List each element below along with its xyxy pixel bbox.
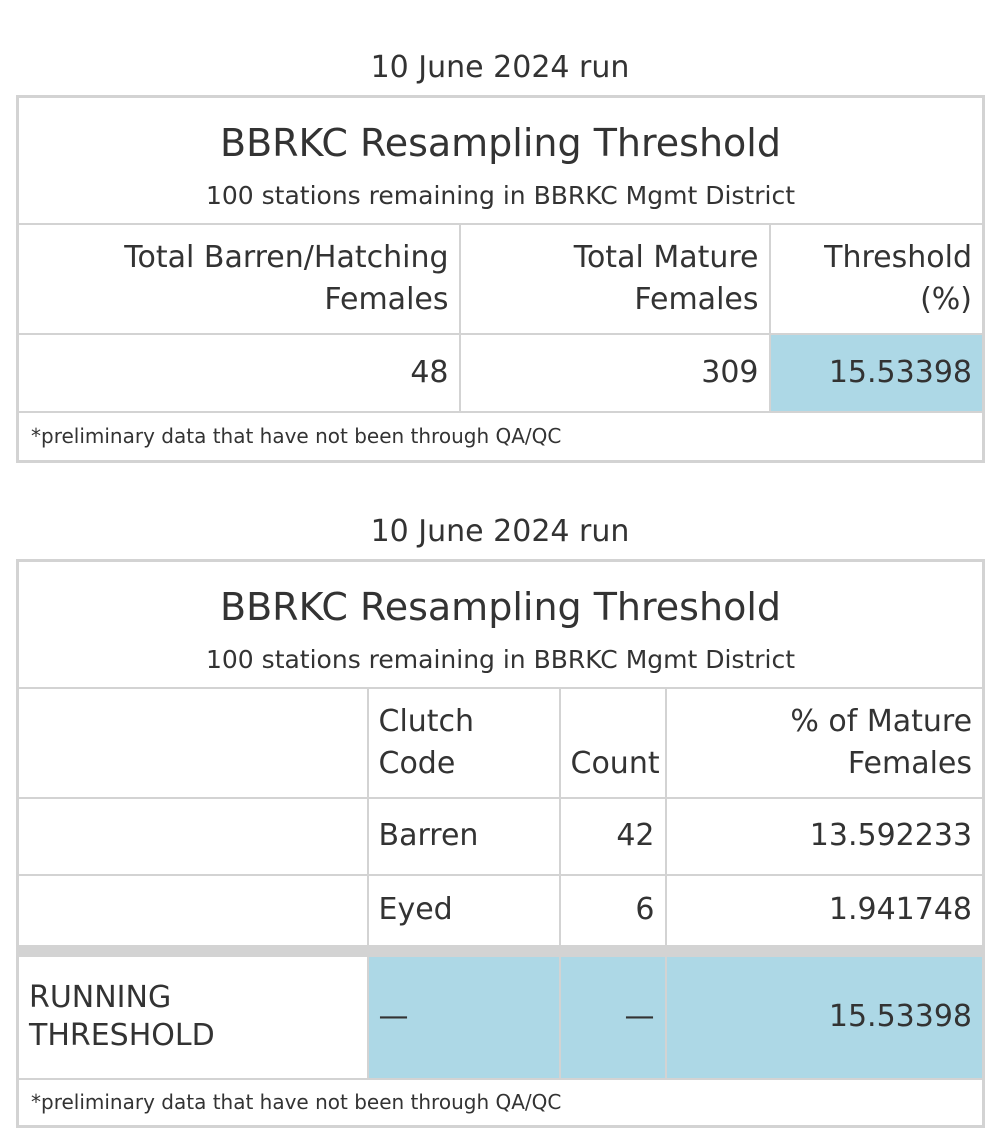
table2-header-clutch-code: Clutch Code	[366, 686, 561, 799]
table2-header-count: Count	[558, 686, 667, 799]
table1-caption: 10 June 2024 run	[370, 50, 630, 85]
table2-title: BBRKC Resampling Threshold	[16, 559, 985, 639]
table1-header-mature: Total Mature Females	[458, 222, 771, 335]
table1-header-threshold: Threshold (%)	[768, 222, 985, 335]
running-threshold-code: —	[366, 944, 561, 1080]
table2-subtitle: 100 stations remaining in BBRKC Mgmt Dis…	[16, 638, 985, 689]
table2-cell-code: Barren	[366, 796, 561, 876]
table2: BBRKC Resampling Threshold 100 stations …	[16, 559, 986, 1128]
table1-title: BBRKC Resampling Threshold	[16, 95, 985, 175]
table1-subtitle: 100 stations remaining in BBRKC Mgmt Dis…	[16, 174, 985, 225]
table2-header-pct-mature: % of Mature Females	[664, 686, 985, 799]
table2-cell-count: 42	[558, 796, 667, 876]
table2-caption: 10 June 2024 run	[370, 514, 630, 549]
table2-cell-code: Eyed	[366, 873, 561, 952]
table1-cell-threshold: 15.53398	[768, 332, 985, 413]
table-row: Eyed 6 1.941748	[16, 873, 985, 952]
running-threshold-count: —	[558, 944, 667, 1080]
table2-cell-count: 6	[558, 873, 667, 952]
table2-cell-pct: 13.592233	[664, 796, 985, 876]
table2-row-label	[16, 796, 369, 876]
table2-header-label	[16, 686, 369, 799]
running-threshold-pct: 15.53398	[664, 944, 985, 1080]
table1-cell-mature: 309	[458, 332, 771, 413]
table1: BBRKC Resampling Threshold 100 stations …	[16, 95, 985, 463]
table1-cell-barren-hatching: 48	[16, 332, 461, 413]
table2-cell-pct: 1.941748	[664, 873, 985, 952]
table2-row-label	[16, 873, 369, 952]
running-threshold-row: RUNNING THRESHOLD — — 15.53398	[16, 944, 985, 1080]
table2-footnote: *preliminary data that have not been thr…	[16, 1077, 985, 1128]
table1-footnote: *preliminary data that have not been thr…	[16, 410, 985, 463]
table1-header-barren-hatching: Total Barren/Hatching Females	[16, 222, 461, 335]
running-threshold-label: RUNNING THRESHOLD	[16, 944, 369, 1080]
table-row: Barren 42 13.592233	[16, 796, 985, 876]
